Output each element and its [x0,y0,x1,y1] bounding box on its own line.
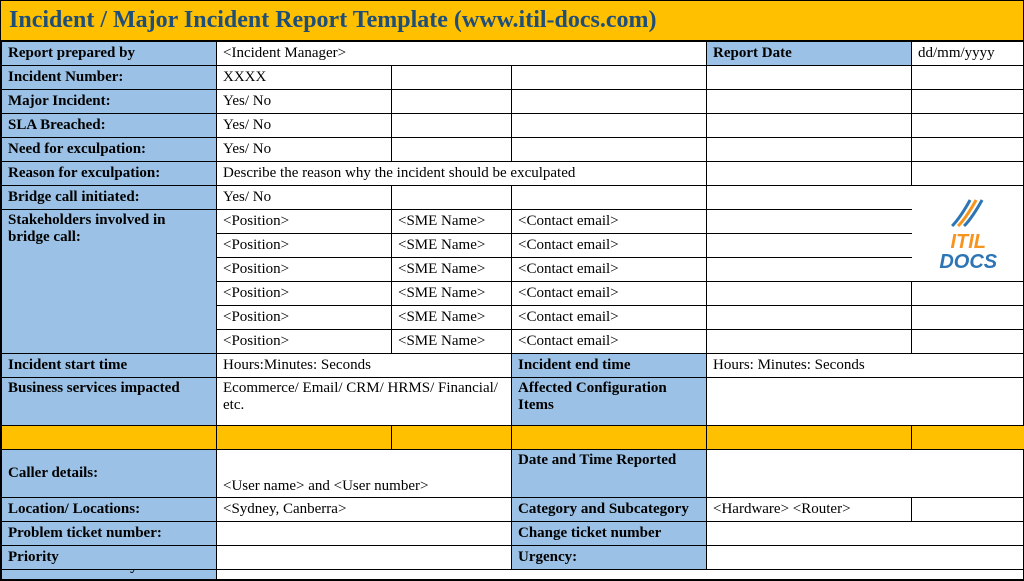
label-affected-ci: Affected Configuration Items [512,378,707,426]
label-datetime-reported: Date and Time Reported [512,450,707,498]
report-table: Report prepared by <Incident Manager> Re… [1,41,1024,580]
row-location: Location/ Locations: <Sydney, Canberra> … [2,498,1024,522]
value-major-incident[interactable]: Yes/ No [217,90,392,114]
stakeholder-sme-0[interactable]: <SME Name> [392,210,512,234]
value-report-date[interactable]: dd/mm/yyyy [912,42,1024,66]
itil-docs-logo: ITIL DOCS [939,196,997,272]
row-sla: SLA Breached: Yes/ No [2,114,1024,138]
value-end-time[interactable]: Hours: Minutes: Seconds [707,354,1024,378]
value-services[interactable]: Ecommerce/ Email/ CRM/ HRMS/ Financial/ … [217,378,512,426]
row-incident-number: Incident Number: XXXX [2,66,1024,90]
value-incident-number[interactable]: XXXX [217,66,392,90]
report-container: Incident / Major Incident Report Templat… [0,0,1024,581]
label-bridge: Bridge call initiated: [2,186,217,210]
label-problem-ticket: Problem ticket number: [2,522,217,546]
row-stakeholder-0: Stakeholders involved in bridge call: <P… [2,210,1024,234]
stakeholder-position-4[interactable]: <Position> [217,306,392,330]
label-reason: Reason for exculpation: [2,162,217,186]
value-category[interactable]: <Hardware> <Router> [707,498,912,522]
label-end-time: Incident end time [512,354,707,378]
row-major-incident: Major Incident: Yes/ No [2,90,1024,114]
row-prepared-by: Report prepared by <Incident Manager> Re… [2,42,1024,66]
value-prepared-by[interactable]: <Incident Manager> [217,42,707,66]
label-location: Location/ Locations: [2,498,217,522]
stakeholder-email-3[interactable]: <Contact email> [512,282,707,306]
value-urgency[interactable] [707,546,1024,570]
value-start-time[interactable]: Hours:Minutes: Seconds [217,354,512,378]
value-change-ticket[interactable] [707,522,1024,546]
stakeholder-position-3[interactable]: <Position> [217,282,392,306]
label-urgency: Urgency: [512,546,707,570]
row-reason: Reason for exculpation: Describe the rea… [2,162,1024,186]
label-report-date: Report Date [707,42,912,66]
row-caller: Caller details: <User name> and <User nu… [2,450,1024,498]
row-exec-summary: Executive Summary: [2,570,1024,580]
label-exec-summary: Executive Summary: [2,570,217,580]
label-sla: SLA Breached: [2,114,217,138]
value-location[interactable]: <Sydney, Canberra> [217,498,512,522]
label-exculpation: Need for exculpation: [2,138,217,162]
label-stakeholders: Stakeholders involved in bridge call: [2,210,217,354]
label-caller: Caller details: [2,450,217,498]
row-exculpation: Need for exculpation: Yes/ No [2,138,1024,162]
label-change-ticket: Change ticket number [512,522,707,546]
value-problem-ticket[interactable] [217,522,512,546]
logo-cell: ITIL DOCS [912,186,1024,282]
stakeholder-position-2[interactable]: <Position> [217,258,392,282]
label-start-time: Incident start time [2,354,217,378]
label-category: Category and Subcategory [512,498,707,522]
stakeholder-position-5[interactable]: <Position> [217,330,392,354]
row-times: Incident start time Hours:Minutes: Secon… [2,354,1024,378]
row-services: Business services impacted Ecommerce/ Em… [2,378,1024,426]
stakeholder-email-0[interactable]: <Contact email> [512,210,707,234]
label-major-incident: Major Incident: [2,90,217,114]
value-datetime-reported[interactable] [707,450,1024,498]
value-reason[interactable]: Describe the reason why the incident sho… [217,162,707,186]
value-exculpation[interactable]: Yes/ No [217,138,392,162]
title-bar: Incident / Major Incident Report Templat… [1,1,1023,41]
row-bridge: Bridge call initiated: Yes/ No ITIL DOCS [2,186,1024,210]
stakeholder-email-5[interactable]: <Contact email> [512,330,707,354]
value-priority[interactable] [217,546,512,570]
label-services: Business services impacted [2,378,217,426]
stakeholder-sme-5[interactable]: <SME Name> [392,330,512,354]
stakeholder-position-0[interactable]: <Position> [217,210,392,234]
stakeholder-sme-3[interactable]: <SME Name> [392,282,512,306]
label-prepared-by: Report prepared by [2,42,217,66]
value-caller[interactable]: <User name> and <User number> [217,450,512,498]
value-sla[interactable]: Yes/ No [217,114,392,138]
value-affected-ci[interactable] [707,378,1024,426]
stakeholder-position-1[interactable]: <Position> [217,234,392,258]
separator-1 [2,426,1024,450]
label-incident-number: Incident Number: [2,66,217,90]
stakeholder-email-2[interactable]: <Contact email> [512,258,707,282]
row-priority: Priority Urgency: [2,546,1024,570]
stakeholder-sme-2[interactable]: <SME Name> [392,258,512,282]
stakeholder-sme-1[interactable]: <SME Name> [392,234,512,258]
stakeholder-email-4[interactable]: <Contact email> [512,306,707,330]
row-problem-ticket: Problem ticket number: Change ticket num… [2,522,1024,546]
stakeholder-email-1[interactable]: <Contact email> [512,234,707,258]
value-bridge[interactable]: Yes/ No [217,186,392,210]
stakeholder-sme-4[interactable]: <SME Name> [392,306,512,330]
label-priority: Priority [2,546,217,570]
